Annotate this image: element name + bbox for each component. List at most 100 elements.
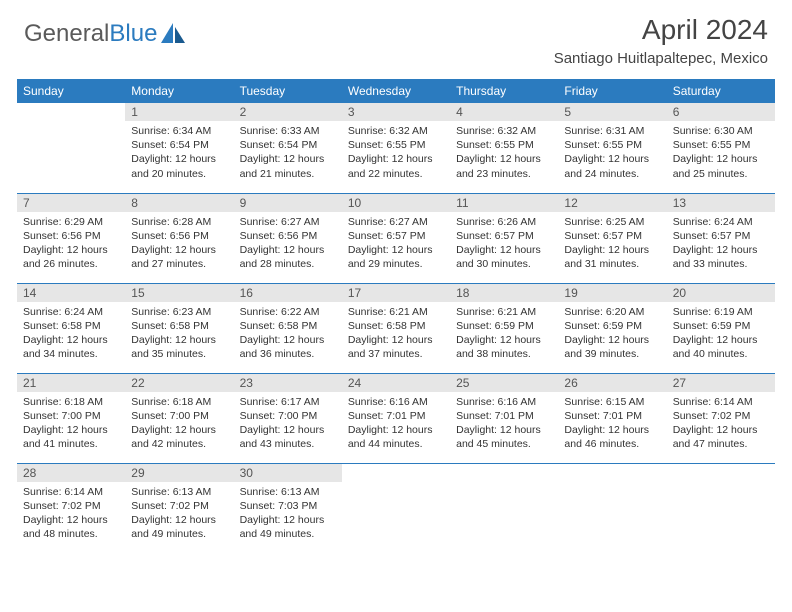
day-content: Sunrise: 6:18 AMSunset: 7:00 PMDaylight:…: [17, 392, 125, 452]
day-number: 24: [342, 374, 450, 392]
day-cell: 12Sunrise: 6:25 AMSunset: 6:57 PMDayligh…: [558, 193, 666, 283]
day-cell: 13Sunrise: 6:24 AMSunset: 6:57 PMDayligh…: [667, 193, 775, 283]
day-content: Sunrise: 6:14 AMSunset: 7:02 PMDaylight:…: [17, 482, 125, 542]
day-number: 14: [17, 284, 125, 302]
day-number: 19: [558, 284, 666, 302]
day-content: Sunrise: 6:21 AMSunset: 6:59 PMDaylight:…: [450, 302, 558, 362]
day-content: Sunrise: 6:32 AMSunset: 6:55 PMDaylight:…: [342, 121, 450, 181]
day-header-row: SundayMondayTuesdayWednesdayThursdayFrid…: [17, 79, 775, 103]
day-number: 12: [558, 194, 666, 212]
day-content: Sunrise: 6:15 AMSunset: 7:01 PMDaylight:…: [558, 392, 666, 452]
day-number: 25: [450, 374, 558, 392]
day-content: Sunrise: 6:13 AMSunset: 7:02 PMDaylight:…: [125, 482, 233, 542]
day-cell: 17Sunrise: 6:21 AMSunset: 6:58 PMDayligh…: [342, 283, 450, 373]
day-cell: 9Sunrise: 6:27 AMSunset: 6:56 PMDaylight…: [234, 193, 342, 283]
day-cell: 19Sunrise: 6:20 AMSunset: 6:59 PMDayligh…: [558, 283, 666, 373]
day-cell: 3Sunrise: 6:32 AMSunset: 6:55 PMDaylight…: [342, 103, 450, 193]
day-cell: 8Sunrise: 6:28 AMSunset: 6:56 PMDaylight…: [125, 193, 233, 283]
day-number: 5: [558, 103, 666, 121]
day-number: 1: [125, 103, 233, 121]
day-cell: 25Sunrise: 6:16 AMSunset: 7:01 PMDayligh…: [450, 373, 558, 463]
day-cell: 4Sunrise: 6:32 AMSunset: 6:55 PMDaylight…: [450, 103, 558, 193]
week-row: 7Sunrise: 6:29 AMSunset: 6:56 PMDaylight…: [17, 193, 775, 283]
day-number: 9: [234, 194, 342, 212]
day-content: Sunrise: 6:24 AMSunset: 6:57 PMDaylight:…: [667, 212, 775, 272]
day-content: Sunrise: 6:26 AMSunset: 6:57 PMDaylight:…: [450, 212, 558, 272]
day-number: 28: [17, 464, 125, 482]
calendar-table: SundayMondayTuesdayWednesdayThursdayFrid…: [17, 79, 775, 553]
day-number: 29: [125, 464, 233, 482]
day-cell: [450, 463, 558, 553]
day-cell: 28Sunrise: 6:14 AMSunset: 7:02 PMDayligh…: [17, 463, 125, 553]
day-number: 7: [17, 194, 125, 212]
day-number: 4: [450, 103, 558, 121]
day-content: Sunrise: 6:24 AMSunset: 6:58 PMDaylight:…: [17, 302, 125, 362]
day-number: 27: [667, 374, 775, 392]
day-cell: 27Sunrise: 6:14 AMSunset: 7:02 PMDayligh…: [667, 373, 775, 463]
logo-sail-icon: [161, 21, 187, 48]
day-cell: 24Sunrise: 6:16 AMSunset: 7:01 PMDayligh…: [342, 373, 450, 463]
day-cell: [558, 463, 666, 553]
day-content: Sunrise: 6:16 AMSunset: 7:01 PMDaylight:…: [450, 392, 558, 452]
day-header: Saturday: [667, 79, 775, 103]
page-title: April 2024: [554, 14, 768, 46]
week-row: 21Sunrise: 6:18 AMSunset: 7:00 PMDayligh…: [17, 373, 775, 463]
day-number: 22: [125, 374, 233, 392]
logo-text: GeneralBlue: [24, 20, 157, 48]
day-content: Sunrise: 6:27 AMSunset: 6:56 PMDaylight:…: [234, 212, 342, 272]
header: GeneralBlue April 2024 Santiago Huitlapa…: [0, 0, 792, 73]
day-content: Sunrise: 6:27 AMSunset: 6:57 PMDaylight:…: [342, 212, 450, 272]
day-content: Sunrise: 6:21 AMSunset: 6:58 PMDaylight:…: [342, 302, 450, 362]
logo-text-a: General: [24, 20, 109, 47]
day-content: Sunrise: 6:30 AMSunset: 6:55 PMDaylight:…: [667, 121, 775, 181]
day-content: Sunrise: 6:31 AMSunset: 6:55 PMDaylight:…: [558, 121, 666, 181]
day-header: Friday: [558, 79, 666, 103]
day-cell: 26Sunrise: 6:15 AMSunset: 7:01 PMDayligh…: [558, 373, 666, 463]
day-cell: 10Sunrise: 6:27 AMSunset: 6:57 PMDayligh…: [342, 193, 450, 283]
day-header: Monday: [125, 79, 233, 103]
day-number: 16: [234, 284, 342, 302]
day-cell: 21Sunrise: 6:18 AMSunset: 7:00 PMDayligh…: [17, 373, 125, 463]
day-cell: 15Sunrise: 6:23 AMSunset: 6:58 PMDayligh…: [125, 283, 233, 373]
day-cell: 7Sunrise: 6:29 AMSunset: 6:56 PMDaylight…: [17, 193, 125, 283]
day-number: 8: [125, 194, 233, 212]
day-content: Sunrise: 6:29 AMSunset: 6:56 PMDaylight:…: [17, 212, 125, 272]
day-content: Sunrise: 6:22 AMSunset: 6:58 PMDaylight:…: [234, 302, 342, 362]
day-content: Sunrise: 6:33 AMSunset: 6:54 PMDaylight:…: [234, 121, 342, 181]
day-cell: 20Sunrise: 6:19 AMSunset: 6:59 PMDayligh…: [667, 283, 775, 373]
day-content: Sunrise: 6:13 AMSunset: 7:03 PMDaylight:…: [234, 482, 342, 542]
logo-text-b: Blue: [109, 20, 157, 47]
day-cell: 18Sunrise: 6:21 AMSunset: 6:59 PMDayligh…: [450, 283, 558, 373]
day-content: Sunrise: 6:18 AMSunset: 7:00 PMDaylight:…: [125, 392, 233, 452]
day-number: 6: [667, 103, 775, 121]
day-cell: 1Sunrise: 6:34 AMSunset: 6:54 PMDaylight…: [125, 103, 233, 193]
day-cell: [342, 463, 450, 553]
day-content: Sunrise: 6:17 AMSunset: 7:00 PMDaylight:…: [234, 392, 342, 452]
day-cell: 30Sunrise: 6:13 AMSunset: 7:03 PMDayligh…: [234, 463, 342, 553]
day-cell: 5Sunrise: 6:31 AMSunset: 6:55 PMDaylight…: [558, 103, 666, 193]
day-content: Sunrise: 6:25 AMSunset: 6:57 PMDaylight:…: [558, 212, 666, 272]
day-header: Thursday: [450, 79, 558, 103]
day-number: 30: [234, 464, 342, 482]
week-row: 28Sunrise: 6:14 AMSunset: 7:02 PMDayligh…: [17, 463, 775, 553]
day-number: 17: [342, 284, 450, 302]
day-content: Sunrise: 6:28 AMSunset: 6:56 PMDaylight:…: [125, 212, 233, 272]
day-cell: [667, 463, 775, 553]
day-number: 23: [234, 374, 342, 392]
location-label: Santiago Huitlapaltepec, Mexico: [554, 50, 768, 67]
day-cell: 2Sunrise: 6:33 AMSunset: 6:54 PMDaylight…: [234, 103, 342, 193]
day-content: Sunrise: 6:14 AMSunset: 7:02 PMDaylight:…: [667, 392, 775, 452]
day-number: 10: [342, 194, 450, 212]
day-header: Tuesday: [234, 79, 342, 103]
day-number: 18: [450, 284, 558, 302]
day-cell: 6Sunrise: 6:30 AMSunset: 6:55 PMDaylight…: [667, 103, 775, 193]
day-cell: 29Sunrise: 6:13 AMSunset: 7:02 PMDayligh…: [125, 463, 233, 553]
day-cell: [17, 103, 125, 193]
week-row: 1Sunrise: 6:34 AMSunset: 6:54 PMDaylight…: [17, 103, 775, 193]
day-content: Sunrise: 6:16 AMSunset: 7:01 PMDaylight:…: [342, 392, 450, 452]
day-number: 20: [667, 284, 775, 302]
day-number: 11: [450, 194, 558, 212]
day-number: 26: [558, 374, 666, 392]
day-number: 21: [17, 374, 125, 392]
day-cell: 23Sunrise: 6:17 AMSunset: 7:00 PMDayligh…: [234, 373, 342, 463]
